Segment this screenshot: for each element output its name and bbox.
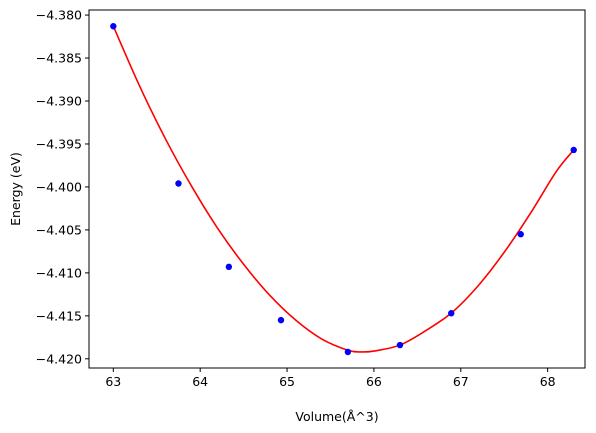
y-tick-label: −4.395 [36,136,82,151]
y-tick-label: −4.410 [36,265,82,280]
y-tick-label: −4.390 [36,94,82,109]
x-tick-label: 65 [279,374,295,389]
y-axis: −4.380 −4.385 −4.390 −4.395 −4.400 −4.405 −4.4… [36,8,89,366]
y-tick-label: −4.405 [36,222,82,237]
x-tick-label: 68 [540,374,556,389]
y-tick-label: −4.400 [36,179,82,194]
data-point [448,310,455,317]
axes-frame [88,9,586,369]
data-point [110,23,117,30]
x-tick-label: 64 [192,374,208,389]
data-point [517,231,524,238]
x-axis: 63 64 65 66 67 68 [105,368,556,389]
data-point [175,180,182,187]
y-tick-label: −4.415 [36,308,82,323]
data-point [225,263,233,271]
x-tick-label: 63 [105,374,121,389]
data-point [277,316,285,324]
fit-curve [112,25,575,353]
y-tick-label: −4.420 [36,351,82,366]
data-point [344,348,352,356]
data-point [396,341,404,349]
x-tick-label: 66 [366,374,382,389]
y-tick-label: −4.385 [36,51,82,66]
y-tick-label: −4.380 [36,8,82,23]
data-point [570,146,577,154]
y-axis-label: Energy (eV) [8,152,23,226]
plot-area [110,23,577,356]
x-tick-label: 67 [453,374,469,389]
x-axis-label: Volume(Å^3) [295,409,378,424]
